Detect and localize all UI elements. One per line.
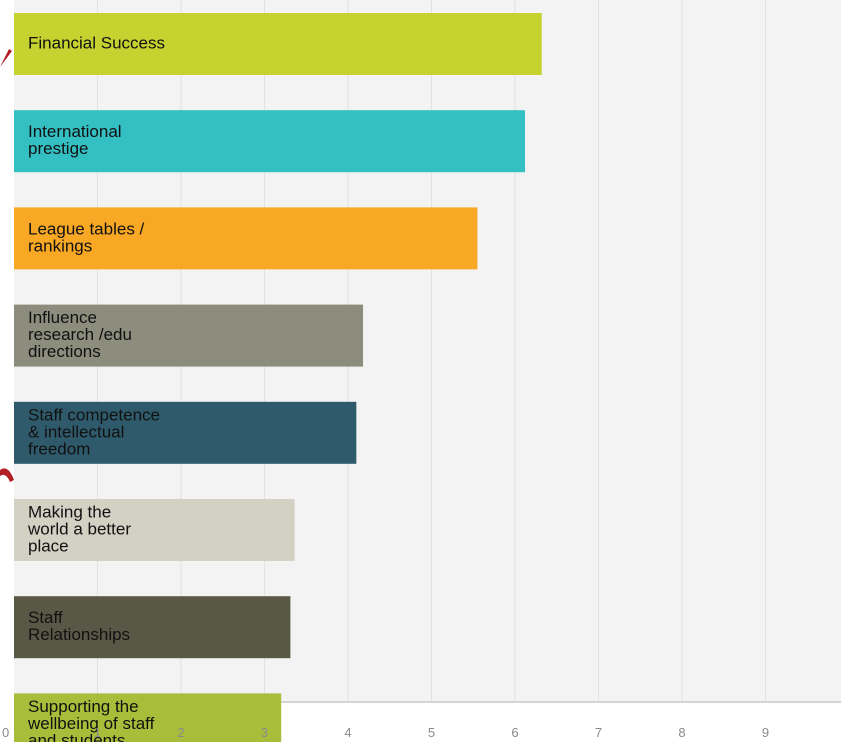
bar	[14, 304, 364, 367]
bar	[14, 13, 542, 75]
bar-label: Supporting the	[28, 697, 139, 716]
bar	[14, 207, 478, 270]
bar-label: & intellectual	[28, 422, 124, 441]
bar-label: Making the	[28, 503, 111, 522]
bar-group: Financial Success	[14, 13, 542, 75]
bar-label: Influence	[28, 308, 97, 327]
bar-label: Staff competence	[28, 405, 160, 424]
x-tick-label: 0	[2, 725, 9, 740]
x-tick-label: 8	[678, 725, 685, 740]
x-tick-label: 5	[428, 725, 435, 740]
bar-label: wellbeing of staff	[27, 714, 155, 733]
bar-label: rankings	[28, 236, 92, 255]
bar-label: International	[28, 122, 122, 141]
bar	[14, 693, 282, 742]
bar-label: directions	[28, 342, 101, 361]
bar-label: prestige	[28, 139, 88, 158]
bar-label: League tables /	[28, 219, 145, 238]
bar-label: place	[28, 537, 69, 556]
bar	[14, 401, 357, 464]
bar-label: world a better	[27, 520, 131, 539]
bar	[14, 110, 526, 173]
x-tick-label: 1	[94, 725, 101, 740]
bar-label: Financial Success	[28, 34, 165, 53]
bar-label: Relationships	[28, 625, 130, 644]
x-tick-label: 7	[595, 725, 602, 740]
red-arrow-pointer-middle	[0, 468, 14, 482]
x-tick-label: 2	[177, 725, 184, 740]
red-arrow-pointer-top	[0, 49, 12, 67]
bar-group: League tables /rankings	[14, 207, 478, 270]
bar-label: freedom	[28, 439, 90, 458]
annotation-arrows	[0, 49, 14, 482]
x-tick-label: 4	[344, 725, 351, 740]
bar	[14, 596, 291, 659]
bar-label: research /edu	[28, 325, 132, 344]
x-tick-label: 9	[762, 725, 769, 740]
x-tick-label: 6	[511, 725, 518, 740]
bar	[14, 499, 295, 561]
x-tick-labels: 0 1 2 3 4 5 6 7 8 9	[2, 725, 769, 740]
x-tick-label: 3	[261, 725, 268, 740]
bar-label: Staff	[28, 608, 63, 627]
bar-label: and students	[28, 731, 125, 742]
